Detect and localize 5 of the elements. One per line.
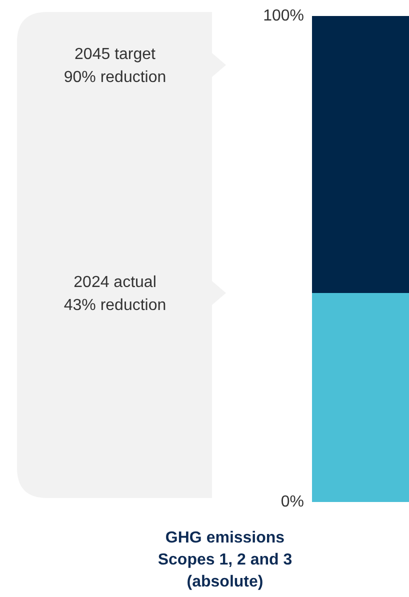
x-axis-title: GHG emissions Scopes 1, 2 and 3 (absolute) [158,530,292,590]
text: 2045 target 90% reduction [64,46,166,86]
y-tick-label: 0% [280,494,304,510]
text: 2024 actual 43% reduction [64,274,166,314]
y-tick-label: 100% [263,8,304,24]
